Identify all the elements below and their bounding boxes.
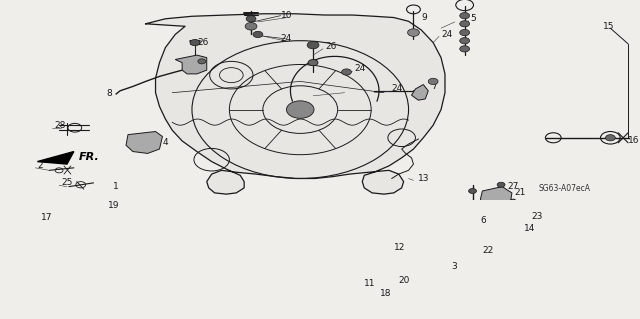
Text: 9: 9 [421, 13, 427, 22]
Text: 24: 24 [392, 85, 403, 93]
Circle shape [190, 40, 200, 46]
Circle shape [387, 278, 397, 284]
Text: 21: 21 [514, 189, 525, 197]
Text: 1: 1 [113, 182, 119, 191]
Text: 14: 14 [524, 224, 535, 233]
Polygon shape [175, 55, 207, 74]
Circle shape [460, 12, 470, 19]
Text: 27: 27 [507, 182, 518, 191]
Text: 24: 24 [355, 64, 365, 73]
Text: 7: 7 [431, 82, 437, 91]
Circle shape [468, 201, 476, 206]
Circle shape [198, 59, 205, 64]
Text: 18: 18 [380, 289, 392, 298]
Circle shape [605, 135, 615, 141]
Circle shape [62, 215, 72, 221]
Circle shape [465, 242, 481, 252]
Text: 15: 15 [602, 22, 614, 31]
Circle shape [460, 38, 470, 44]
Circle shape [95, 200, 106, 207]
Circle shape [342, 69, 351, 75]
Circle shape [408, 29, 419, 36]
Text: 13: 13 [419, 174, 430, 183]
Text: 26: 26 [325, 42, 336, 51]
Text: 11: 11 [364, 278, 376, 287]
Circle shape [246, 16, 256, 22]
Circle shape [468, 189, 476, 194]
Text: 25: 25 [61, 178, 72, 187]
Circle shape [245, 23, 257, 30]
Text: 24: 24 [280, 34, 292, 43]
Text: 24: 24 [441, 30, 452, 39]
Text: 3: 3 [451, 262, 456, 271]
Text: 22: 22 [483, 246, 493, 255]
Text: 8: 8 [106, 89, 112, 99]
Text: 10: 10 [280, 11, 292, 19]
Circle shape [460, 21, 470, 27]
Circle shape [460, 46, 470, 52]
Circle shape [366, 289, 378, 297]
Text: 19: 19 [108, 201, 120, 210]
Circle shape [287, 101, 314, 118]
Text: 5: 5 [470, 14, 476, 23]
Circle shape [308, 59, 318, 66]
Polygon shape [481, 187, 512, 210]
Circle shape [468, 235, 476, 241]
Text: 4: 4 [163, 138, 168, 147]
Text: 26: 26 [197, 38, 208, 47]
Text: FR.: FR. [79, 152, 99, 161]
Circle shape [497, 182, 505, 187]
Text: SG63-A07ecA: SG63-A07ecA [539, 184, 591, 193]
Text: 2: 2 [37, 161, 43, 170]
Text: 23: 23 [532, 211, 543, 220]
Circle shape [460, 29, 470, 36]
Polygon shape [126, 131, 163, 153]
Polygon shape [146, 14, 445, 194]
Text: 20: 20 [399, 276, 410, 285]
Text: 28: 28 [54, 121, 65, 130]
Circle shape [253, 31, 263, 38]
Text: 17: 17 [42, 213, 53, 222]
Circle shape [468, 245, 476, 250]
Circle shape [468, 226, 476, 231]
Text: 12: 12 [394, 243, 405, 252]
Polygon shape [486, 199, 522, 227]
Circle shape [307, 41, 319, 49]
Polygon shape [412, 85, 428, 100]
Circle shape [468, 213, 476, 219]
Text: 16: 16 [628, 137, 639, 145]
Polygon shape [358, 239, 392, 260]
Polygon shape [37, 152, 74, 164]
Circle shape [428, 78, 438, 85]
Text: 6: 6 [481, 216, 486, 225]
